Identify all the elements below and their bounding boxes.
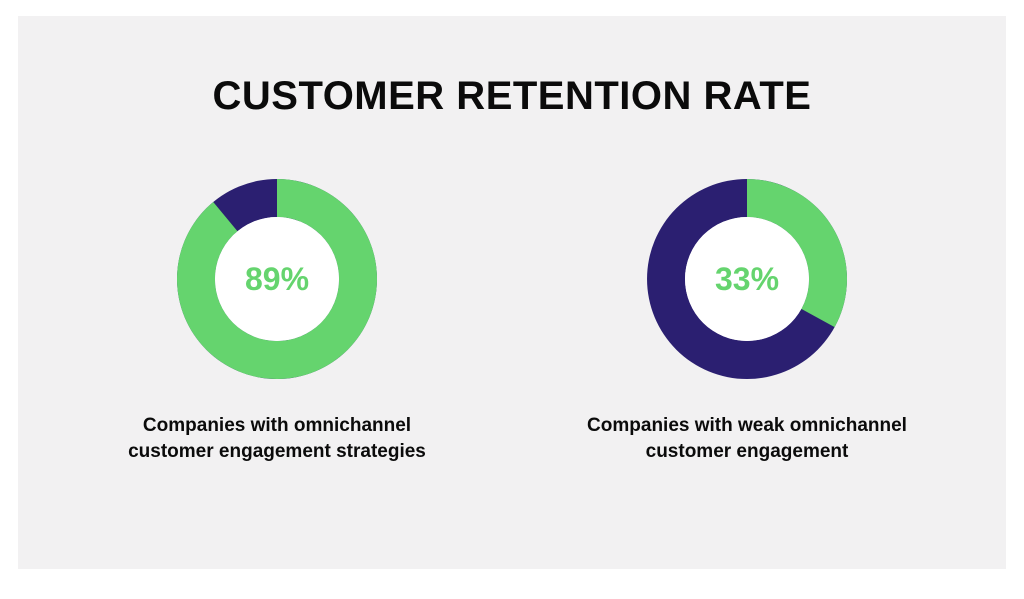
donut-center-weak: 33%	[637, 169, 857, 389]
canvas: CUSTOMER RETENTION RATE 89% Companies wi…	[0, 0, 1024, 599]
caption-weak: Companies with weak omnichannel customer…	[582, 413, 912, 464]
charts-row: 89% Companies with omnichannel customer …	[18, 169, 1006, 464]
donut-center-omnichannel: 89%	[167, 169, 387, 389]
donut-chart-weak: 33%	[637, 169, 857, 389]
page-title: CUSTOMER RETENTION RATE	[213, 74, 812, 119]
chart-col-omnichannel: 89% Companies with omnichannel customer …	[107, 169, 447, 464]
panel: CUSTOMER RETENTION RATE 89% Companies wi…	[18, 16, 1006, 569]
chart-col-weak: 33% Companies with weak omnichannel cust…	[577, 169, 917, 464]
caption-omnichannel: Companies with omnichannel customer enga…	[112, 413, 442, 464]
donut-chart-omnichannel: 89%	[167, 169, 387, 389]
percent-label-weak: 33%	[715, 261, 779, 298]
percent-label-omnichannel: 89%	[245, 261, 309, 298]
